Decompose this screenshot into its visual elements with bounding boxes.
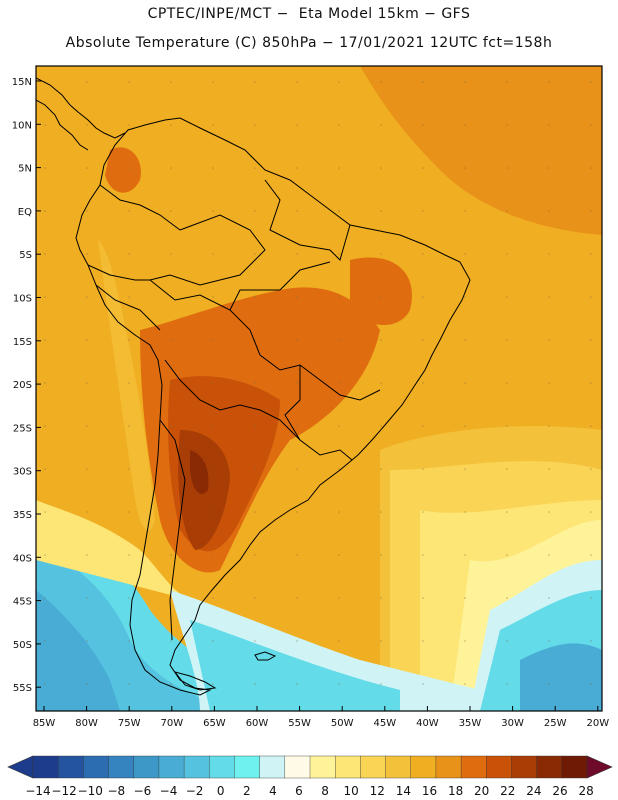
colorbar-swatch: [234, 755, 261, 779]
lon-label: 45W: [373, 718, 396, 729]
lon-label: 65W: [203, 718, 226, 729]
colorbar-label: 8: [321, 784, 329, 798]
lon-label: 40W: [416, 718, 439, 729]
lat-label: 20S: [13, 380, 32, 391]
lat-label: 55S: [13, 683, 32, 694]
colorbar-swatch: [435, 755, 462, 779]
colorbar-label: 2: [243, 784, 251, 798]
colorbar-label: −12: [51, 784, 76, 798]
lon-label: 85W: [33, 718, 56, 729]
colorbar-swatch: [511, 755, 538, 779]
colorbar-label: 28: [578, 784, 593, 798]
colorbar-label: 16: [422, 784, 437, 798]
map-title-line-2: Absolute Temperature (C) 850hPa − 17/01/…: [65, 35, 553, 51]
colorbar-swatch: [360, 755, 387, 779]
south-america-coast: [75, 117, 471, 696]
colorbar-swatch: [460, 755, 487, 779]
lon-label: 60W: [246, 718, 269, 729]
colorbar-swatch: [209, 755, 235, 779]
colorbar-swatch: [57, 755, 84, 779]
colorbar-swatch: [32, 755, 59, 779]
lon-label: 55W: [288, 718, 311, 729]
colorbar-label: −4: [160, 784, 178, 798]
colorbar-label: 6: [295, 784, 303, 798]
longitude-axis: 85W 80W 75W 70W 65W 60W 55W 50W 45W 40W 35W 30W 25W 2…: [33, 706, 609, 729]
colorbar-swatch: [284, 755, 311, 779]
lon-label: 30W: [501, 718, 524, 729]
colorbar-label: 10: [344, 784, 359, 798]
colorbar-label: −14: [25, 784, 50, 798]
temperature-field: [36, 66, 602, 711]
tierra-del-fuego: [173, 671, 217, 691]
colorbar-label: −2: [186, 784, 204, 798]
lat-label: 45S: [13, 597, 32, 608]
lat-label: 10N: [12, 120, 32, 131]
colorbar-swatch: [259, 755, 286, 779]
lat-label: EQ: [18, 207, 32, 218]
lon-label: 70W: [160, 718, 183, 729]
lat-label: 25S: [13, 423, 32, 434]
central-america-coast: [36, 77, 126, 151]
colorbar-label: −10: [78, 784, 103, 798]
lat-label: 10S: [13, 294, 32, 305]
lon-label: 75W: [118, 718, 141, 729]
colorbar-arrow-right: [586, 755, 613, 779]
lat-label: 15N: [12, 77, 32, 88]
lon-label: 20W: [586, 718, 609, 729]
colorbar-label: 18: [448, 784, 463, 798]
colorbar-label: 24: [526, 784, 541, 798]
falklands: [254, 651, 277, 661]
colorbar-swatch: [561, 755, 588, 779]
colorbar-label: 12: [370, 784, 385, 798]
colorbar-label: −6: [134, 784, 152, 798]
lat-label: 40S: [13, 553, 32, 564]
colorbar-swatch: [83, 755, 110, 779]
colorbar-label: 26: [552, 784, 567, 798]
colorbar-swatch: [158, 755, 185, 779]
colorbar-swatch: [133, 755, 160, 779]
lat-label: 5S: [19, 250, 32, 261]
lon-label: 35W: [459, 718, 482, 729]
lon-label: 25W: [544, 718, 567, 729]
lon-label: 80W: [75, 718, 98, 729]
colorbar-swatch: [385, 755, 412, 779]
colorbar-swatch: [486, 755, 512, 779]
colorbar-label: −8: [107, 784, 125, 798]
lon-label: 50W: [331, 718, 354, 729]
lat-label: 5N: [18, 164, 32, 175]
border-brazil: [149, 179, 381, 461]
colorbar-label: 0: [217, 784, 225, 798]
border-argentina: [159, 359, 301, 641]
border-colombia-peru: [87, 184, 181, 331]
colorbar-label: 20: [474, 784, 489, 798]
colorbar: −14 −12 −10 −8 −6 −4 −2 0 2 4 6 8 10 12 14 16 18 20 22 24 26…: [7, 755, 613, 798]
colorbar-label: 22: [500, 784, 515, 798]
coastlines: [36, 77, 471, 696]
colorbar-swatch: [410, 755, 437, 779]
lat-label: 35S: [13, 510, 32, 521]
map-border: [35, 65, 603, 712]
latitude-axis: 15N 10N 5N EQ 5S 10S 15S 20S 25S 30S 35S 40S 45S 50S 5…: [12, 77, 41, 694]
lat-label: 15S: [13, 337, 32, 348]
colorbar-swatch: [536, 755, 563, 779]
grid-dots: [36, 66, 602, 711]
colorbar-swatch: [183, 755, 210, 779]
colorbar-label: 4: [269, 784, 277, 798]
colorbar-arrow-left: [7, 755, 34, 779]
colorbar-swatch: [108, 755, 135, 779]
colorbar-swatch: [334, 755, 361, 779]
colorbar-swatch: [309, 755, 336, 779]
map-title-line-1: CPTEC/INPE/MCT − Eta Model 15km − GFS: [147, 6, 471, 22]
lat-label: 30S: [13, 467, 32, 478]
lat-label: 50S: [13, 640, 32, 651]
colorbar-label: 14: [396, 784, 411, 798]
